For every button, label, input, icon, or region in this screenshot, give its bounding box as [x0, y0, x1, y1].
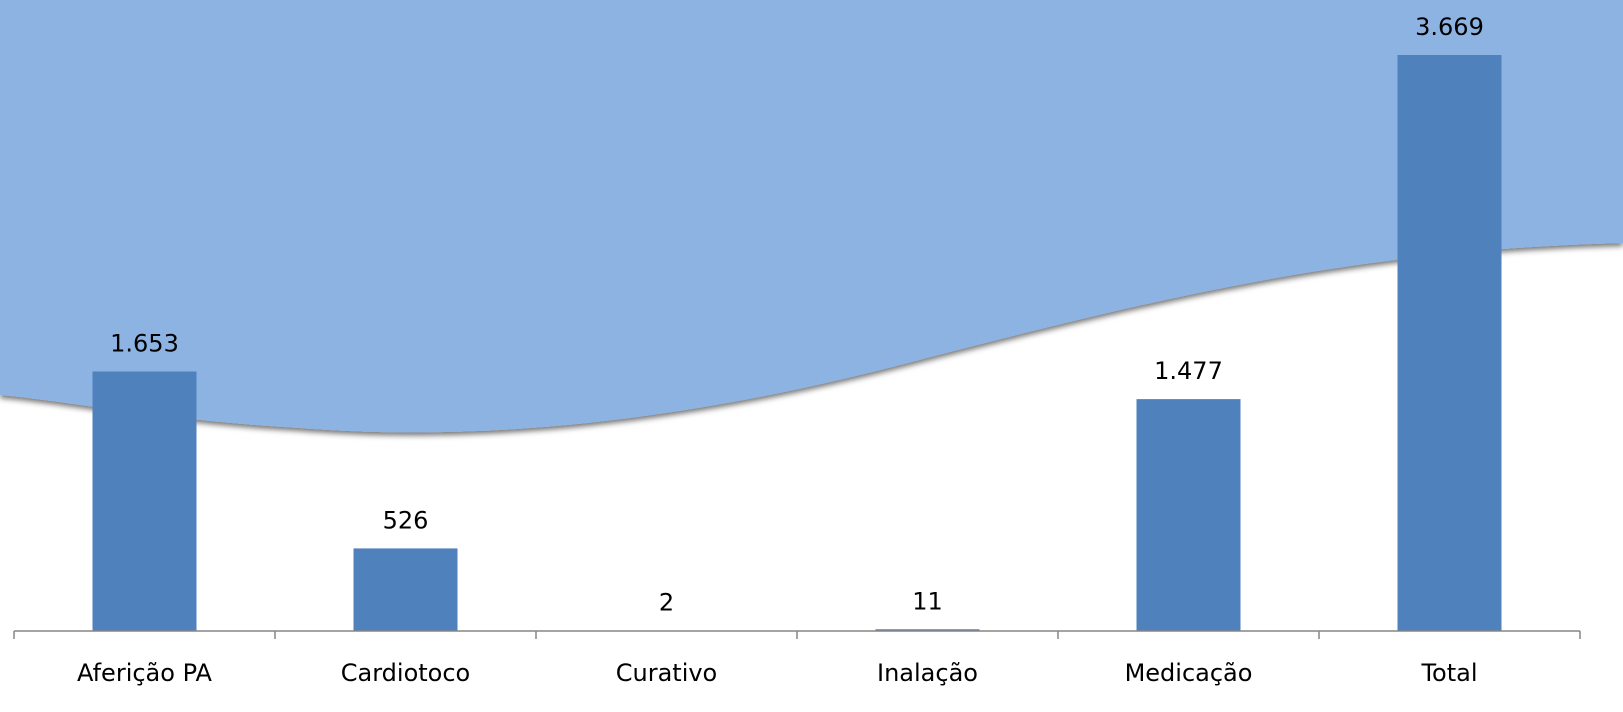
- value-label: 2: [659, 589, 674, 617]
- value-label: 1.477: [1154, 357, 1223, 385]
- x-tick-label: Medicação: [1125, 659, 1253, 687]
- x-tick-label: Cardiotoco: [341, 659, 470, 687]
- value-label: 3.669: [1415, 13, 1484, 41]
- bar: [1398, 55, 1502, 631]
- bar: [354, 548, 458, 631]
- x-tick-label: Curativo: [616, 659, 718, 687]
- x-tick-label: Inalação: [877, 659, 978, 687]
- value-label: 526: [383, 506, 429, 534]
- bar: [1137, 399, 1241, 631]
- x-tick-label: Aferição PA: [77, 659, 212, 687]
- background-wave: [0, 0, 1623, 432]
- value-label: 11: [912, 587, 943, 615]
- value-label: 1.653: [110, 329, 179, 357]
- bar: [93, 371, 197, 631]
- x-tick-label: Total: [1420, 659, 1477, 687]
